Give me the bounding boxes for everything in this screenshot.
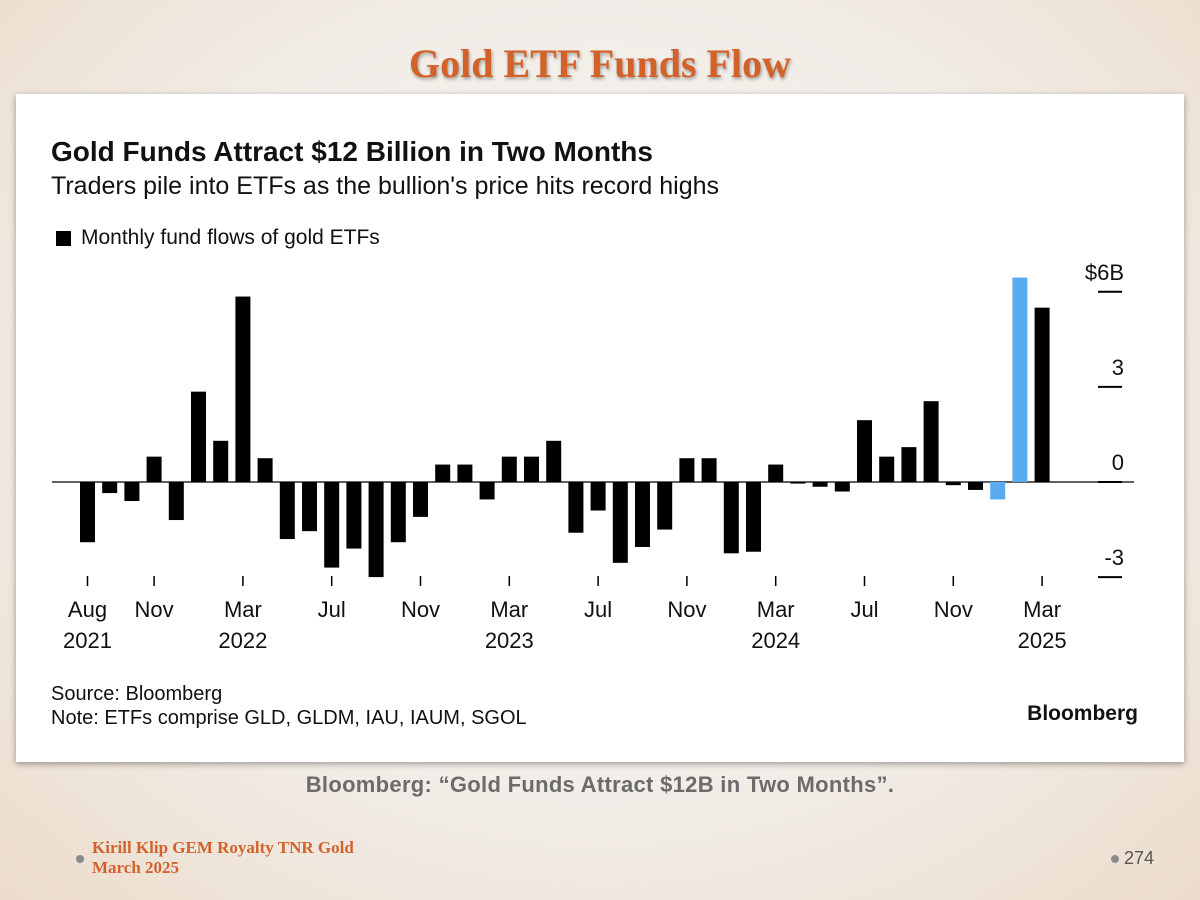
bar [279,482,295,540]
bar [701,458,717,482]
footer-bullet-icon [76,855,84,863]
legend-label: Monthly fund flows of gold ETFs [81,226,380,249]
bloomberg-logo: Bloomberg [1027,702,1138,725]
x-tick-month: Mar [490,597,528,622]
bar [501,456,517,482]
bar-chart: $6B 3 0 -3 Aug 2021 Nov Mar 2022 Jul Nov Mar 2023 Jul… [52,260,1134,653]
bar [479,482,495,500]
bar [590,482,606,511]
bar [790,482,806,484]
x-tick-month: Nov [135,597,174,622]
slide-title: Gold ETF Funds Flow [409,41,791,86]
bar [546,440,562,482]
source-text: Source: Bloomberg [51,683,223,705]
bar [746,482,761,552]
bar [302,482,317,532]
x-tick-month: Aug [68,597,107,622]
x-tick-month: Mar [224,597,262,622]
bar [1034,307,1050,482]
bar [723,482,739,554]
bar [124,482,140,502]
bar [679,458,695,482]
x-tick-year: 2024 [751,628,800,653]
source-note: Source: Bloomberg Note: ETFs comprise GL… [51,682,527,730]
bar [1012,277,1028,482]
bar [146,456,162,482]
y-tick-label: -3 [1104,545,1124,570]
bar [413,482,428,517]
bar [457,464,473,482]
bar [213,440,229,482]
x-tick-year: 2023 [485,628,534,653]
bar [990,482,1006,500]
bar [901,447,917,482]
bar [80,482,95,543]
x-tick-month: Nov [934,597,973,622]
y-tick-label: $6B [1085,260,1124,285]
bar [368,482,384,578]
bar [324,482,340,568]
x-tick-year: 2025 [1018,628,1067,653]
slide-caption: Bloomberg: “Gold Funds Attract $12B in T… [305,772,895,797]
bar [435,464,451,482]
x-tick-year: 2022 [218,628,267,653]
y-tick-label: 3 [1112,355,1124,380]
chart-subtitle: Traders pile into ETFs as the bullion's … [51,172,720,200]
x-tick-year: 2021 [63,628,112,653]
legend: Monthly fund flows of gold ETFs [56,226,380,250]
x-tick-month: Jul [318,597,346,622]
page-number: 274 [1124,848,1155,868]
chart-card: $6B 3 0 -3 Aug 2021 Nov Mar 2022 Jul Nov Mar 2023 Jul… [16,94,1184,762]
x-tick-month: Mar [757,597,795,622]
bar [235,296,251,482]
bar [635,482,650,547]
y-tick-label: 0 [1112,450,1124,475]
footer-author-name: Kirill Klip GEM Royalty TNR Gold [92,838,354,857]
bar [168,482,184,521]
footer-author: Kirill Klip GEM Royalty TNR Gold March 2… [92,838,354,878]
bar [390,482,406,543]
footer-date: March 2025 [92,858,180,877]
bar [257,458,273,482]
bar [923,401,939,482]
chart-title: Gold Funds Attract $12 Billion in Two Mo… [51,136,653,167]
x-tick-month: Nov [401,597,440,622]
bar [612,482,628,563]
x-tick-month: Jul [850,597,878,622]
bar [102,482,118,494]
note-text: Note: ETFs comprise GLD, GLDM, IAU, IAUM… [51,707,527,729]
x-tick-month: Mar [1023,597,1061,622]
bar [834,482,850,492]
page-bullet-icon [1111,855,1119,863]
bar [657,482,673,530]
bar [568,482,584,533]
bar [857,420,872,482]
bar [945,482,961,486]
x-tick-month: Jul [584,597,612,622]
bar [968,482,983,490]
bar [812,482,828,487]
bar [191,391,206,482]
bar [346,482,362,549]
x-tick-month: Nov [667,597,706,622]
bar [768,464,784,482]
bar [524,456,539,482]
legend-swatch [56,230,71,246]
bar [879,456,895,482]
